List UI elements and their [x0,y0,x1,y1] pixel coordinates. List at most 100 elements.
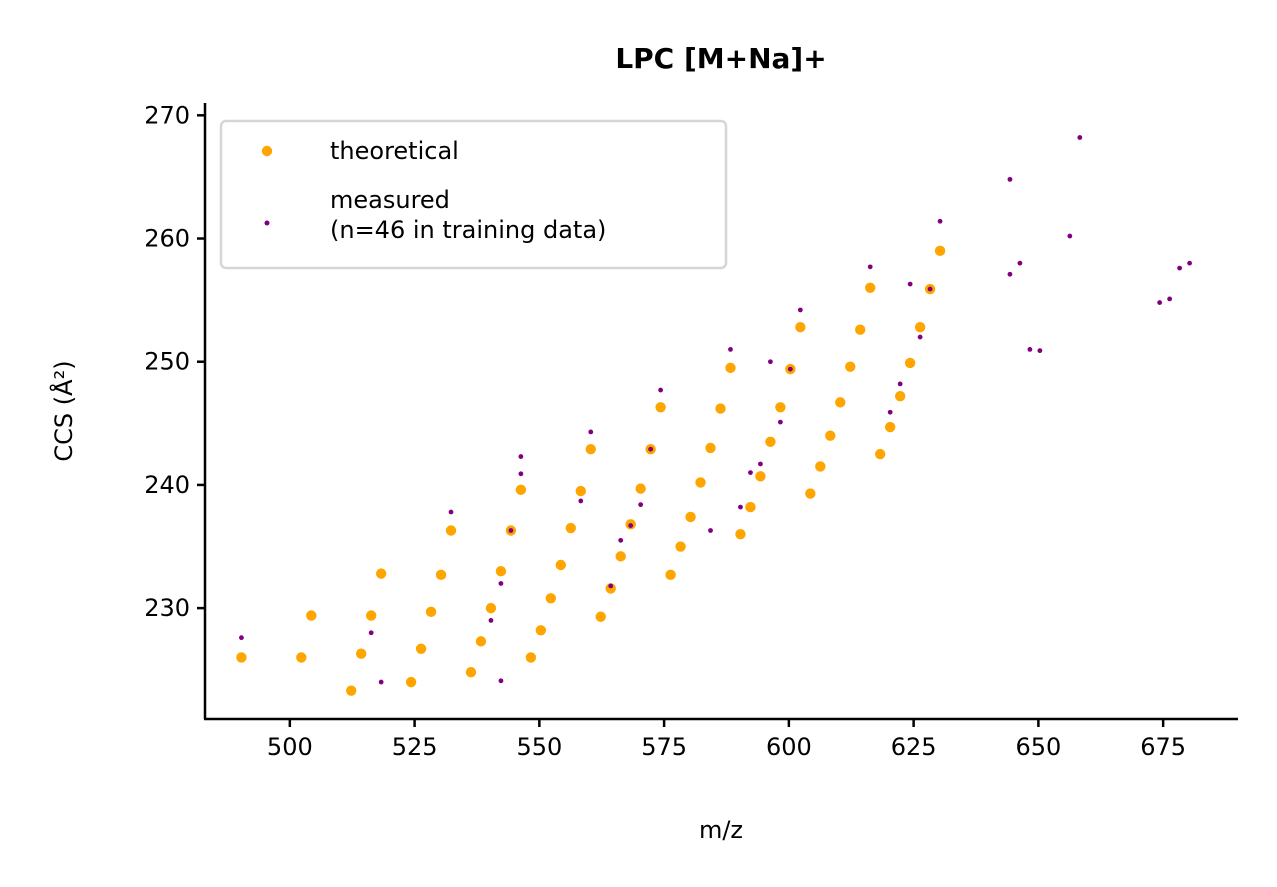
theoretical-point [306,610,317,621]
x-tick-label: 625 [891,733,937,761]
theoretical-point [575,485,586,497]
legend: theoretical measured (n=46 in training da… [219,119,728,270]
x-tick-label: 525 [392,733,438,761]
measured-point [498,678,504,684]
measured-point [1077,135,1083,140]
theoretical-point [475,636,487,647]
theoretical-point [565,522,576,534]
measured-point [738,504,743,510]
theoretical-point [775,402,786,413]
theoretical-point [805,488,816,499]
theoretical-point [635,483,646,494]
theoretical-point [545,593,557,604]
measured-point [1007,176,1013,182]
measured-point [1187,260,1192,266]
theoretical-point [605,583,616,594]
theoretical-point [615,551,626,562]
legend-label-measured: measured (n=46 in training data) [330,186,606,244]
theoretical-point [405,676,417,688]
theoretical-point [695,477,706,488]
theoretical-point [236,652,247,663]
measured-point [648,446,654,452]
theoretical-point [685,511,696,523]
theoretical-point [934,245,946,257]
theoretical-point [465,666,477,678]
measured-point [239,635,244,641]
legend-label-line: theoretical [330,137,459,165]
measured-point [797,307,803,313]
theoretical-point [435,569,447,581]
measured-point [897,381,903,387]
y-tick-label: 270 [144,101,190,129]
theoretical-point [425,606,437,618]
theoretical-point [765,436,776,447]
measured-point [1157,300,1163,305]
theoretical-point [715,403,726,414]
measured-point [1037,348,1043,354]
theoretical-point [845,361,856,372]
x-tick-label: 500 [267,733,313,761]
x-axis-label: m/z [699,816,743,844]
y-tick-label: 250 [144,348,190,376]
theoretical-point [675,541,686,552]
legend-label-theoretical: theoretical [330,137,459,165]
theoretical-point [375,568,387,579]
theoretical-point [865,282,876,293]
legend-label-line: measured [330,186,450,214]
theoretical-point [914,322,926,333]
measured-point [748,470,753,475]
theoretical-point [525,652,537,663]
measured-point [907,281,913,287]
measured-point [448,509,454,515]
theoretical-point [365,610,377,621]
theoretical-point [485,602,497,614]
theoretical-point [855,324,866,335]
theoretical-point [415,643,427,654]
measured-point [708,528,713,533]
legend-marker-measured [264,220,270,226]
theoretical-point [296,652,307,663]
y-tick-label: 240 [144,471,190,499]
theoretical-point [874,448,886,460]
theoretical-point [595,611,606,622]
measured-point [378,679,384,685]
theoretical-point [755,471,766,482]
theoretical-point [825,430,836,441]
theoretical-point [835,397,846,408]
measured-point [518,471,524,477]
theoretical-point [705,442,716,454]
theoretical-point [495,565,507,577]
measured-point [867,264,873,270]
measured-point [917,334,923,340]
y-tick-label: 230 [144,594,190,622]
x-tick-label: 575 [641,733,687,761]
measured-point [1007,271,1013,277]
plot-points [236,135,1192,696]
measured-point [508,528,514,533]
measured-point [498,581,504,586]
measured-point [628,523,634,528]
legend-box [219,119,728,270]
measured-point [588,429,594,435]
x-tick-label: 550 [516,733,562,761]
measured-point [1027,347,1033,352]
theoretical-point [725,362,736,374]
measured-point [927,286,933,292]
measured-point [937,218,943,224]
legend-label-line: (n=46 in training data) [330,216,606,244]
theoretical-point [894,391,906,402]
measured-point [578,498,584,504]
theoretical-point [346,685,357,696]
measured-point [1177,265,1183,271]
x-tick-label: 600 [766,733,812,761]
theoretical-point [535,625,547,636]
theoretical-point [655,402,666,413]
measured-point [758,461,763,467]
measured-point [768,359,773,365]
theoretical-point [665,569,676,581]
measured-point [1017,260,1023,266]
measured-point [658,387,664,393]
x-tick-label: 675 [1140,733,1186,761]
x-axis-ticks: 500 525 550 575 600 625 650 675 [267,719,1186,761]
theoretical-point [735,529,746,540]
